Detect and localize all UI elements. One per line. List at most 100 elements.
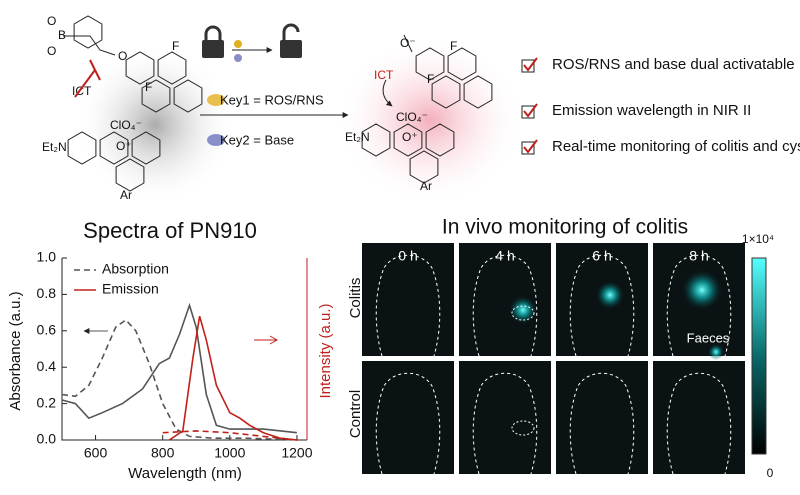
ring xyxy=(415,47,445,81)
series-line xyxy=(162,430,297,441)
atom: Ar xyxy=(120,188,132,202)
atom: O⁺ xyxy=(116,139,132,153)
ring xyxy=(131,131,161,165)
axis xyxy=(61,258,307,441)
legend-label: Absorption xyxy=(102,261,169,277)
feature: ROS/RNS and base dual activatable xyxy=(552,56,795,73)
image-panel xyxy=(459,243,551,356)
mouse-outline xyxy=(375,372,441,475)
shadow xyxy=(75,45,235,205)
key-label: Key2 = Base xyxy=(220,132,294,147)
y2-axis-label: Intensity (a.u.) xyxy=(317,303,334,398)
colorbar-label: 1×10⁴ xyxy=(742,232,774,246)
annotation: Faeces xyxy=(687,330,730,345)
series-line xyxy=(61,302,297,434)
ring xyxy=(141,79,171,113)
signal xyxy=(509,296,537,324)
x-tick-label: 800 xyxy=(151,445,175,461)
time-label: 0 h xyxy=(398,248,417,264)
atom: F xyxy=(172,39,179,53)
checkbox xyxy=(521,105,535,119)
feature: Real-time monitoring of colitis and cyst… xyxy=(552,138,800,155)
signal xyxy=(708,344,724,360)
lock xyxy=(280,40,302,58)
y-tick-label: 0.6 xyxy=(37,322,57,338)
ring xyxy=(115,158,145,192)
y-tick-label: 0.0 xyxy=(37,431,57,447)
atom: Et₂N xyxy=(42,140,67,154)
imaging-title: In vivo monitoring of colitis xyxy=(442,216,688,239)
colorbar-label: 0 xyxy=(767,466,774,480)
annotation-arrow xyxy=(269,335,279,345)
y-tick-label: 0.2 xyxy=(37,394,57,410)
bond xyxy=(403,34,413,53)
mouse-outline xyxy=(666,372,732,475)
time-label: 6 h xyxy=(592,248,611,264)
key xyxy=(207,94,225,106)
x-tick-label: 1200 xyxy=(281,445,312,461)
lock xyxy=(282,23,300,40)
ring xyxy=(393,123,423,157)
image-panel xyxy=(362,243,454,356)
image-panel xyxy=(653,361,745,474)
spectra-chart: Spectra of PN910 Wavelength (nm) Absorba… xyxy=(7,218,334,482)
time-label: 8 h xyxy=(689,248,708,264)
feature-list: ROS/RNS and base dual activatable Emissi… xyxy=(521,56,800,155)
feature: ROS/RNS and base dual activatable xyxy=(552,56,795,73)
key xyxy=(234,40,242,48)
y-tick-label: 0.4 xyxy=(37,358,57,374)
colorbar xyxy=(751,257,767,455)
y-tick-label: 0.8 xyxy=(37,285,57,301)
ring xyxy=(157,51,187,85)
atom: O xyxy=(47,14,56,28)
ring xyxy=(361,123,391,157)
y-axis-label: Absorbance (a.u.) xyxy=(7,291,24,410)
x-tick-label: 600 xyxy=(84,445,108,461)
ring xyxy=(173,79,203,113)
check xyxy=(523,103,538,118)
mouse-outline xyxy=(472,372,538,475)
row-label: Colitis xyxy=(347,278,364,319)
chart-title: Spectra of PN910 xyxy=(83,218,257,243)
x-tick-label: 1000 xyxy=(214,445,245,461)
mouse-outline xyxy=(666,254,732,357)
atom: O⁺ xyxy=(402,130,418,144)
ring xyxy=(463,75,493,109)
check xyxy=(523,57,538,72)
ring xyxy=(409,150,439,184)
mouse-outline xyxy=(472,254,538,357)
lock xyxy=(202,40,224,58)
atom: O xyxy=(47,44,56,58)
signal xyxy=(596,281,624,309)
bond xyxy=(63,35,116,56)
lock xyxy=(204,25,222,40)
checkbox xyxy=(521,141,535,155)
series-line xyxy=(61,318,297,441)
label: ICT xyxy=(374,68,394,82)
image-panel xyxy=(459,361,551,474)
checkbox xyxy=(521,59,535,73)
roi xyxy=(511,420,535,436)
image-panel xyxy=(362,361,454,474)
x-axis-label: Wavelength (nm) xyxy=(128,465,242,482)
atom: F xyxy=(145,80,152,94)
feature: Emission wavelength in NIR II xyxy=(552,102,751,119)
ring xyxy=(425,123,455,157)
atom: B xyxy=(58,28,66,42)
legend-label: Emission xyxy=(102,281,159,297)
ring xyxy=(447,47,477,81)
signal xyxy=(682,270,722,310)
series-line xyxy=(168,315,297,441)
atom: O⁻ xyxy=(400,36,416,50)
image-panel xyxy=(556,361,648,474)
mouse-outline xyxy=(569,254,635,357)
key xyxy=(207,134,225,146)
ict-arrow xyxy=(382,79,393,107)
ring xyxy=(73,15,103,49)
ring xyxy=(99,131,129,165)
imaging: In vivo monitoring of colitis Colitis Co… xyxy=(347,216,774,481)
time-label: 4 h xyxy=(495,248,514,264)
key-label: Key1 = ROS/RNS xyxy=(220,92,324,107)
glow xyxy=(335,35,525,205)
